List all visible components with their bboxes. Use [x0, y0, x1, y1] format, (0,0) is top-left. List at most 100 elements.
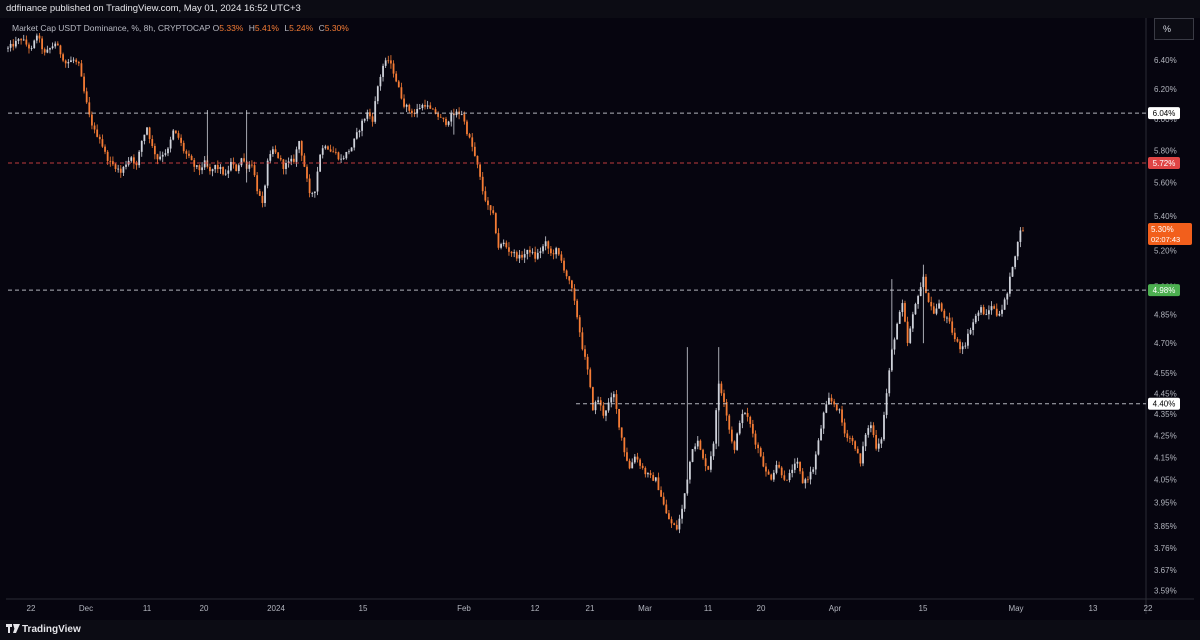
candle-body — [880, 439, 883, 444]
candle-body — [489, 205, 492, 211]
candle-body — [804, 479, 807, 484]
x-tick-label: 12 — [531, 604, 540, 613]
candle-body — [636, 456, 639, 460]
candle-body — [691, 449, 694, 462]
candle-body — [867, 428, 870, 435]
last-price-badge — [1148, 222, 1192, 245]
candle-body — [151, 139, 154, 146]
open-value: 5.33% — [219, 23, 244, 33]
candle-body — [395, 73, 398, 82]
candle-body — [864, 434, 867, 447]
candle-body — [159, 156, 162, 160]
candle-body — [46, 49, 49, 53]
candle-body — [825, 404, 828, 413]
candle-body — [306, 166, 308, 179]
candle-body — [563, 260, 565, 271]
candle-body — [1022, 230, 1024, 232]
candle-body — [201, 167, 203, 171]
candle-body — [303, 155, 306, 167]
candle-body — [442, 117, 445, 119]
candle-body — [542, 246, 544, 252]
candle-body — [828, 397, 830, 405]
candle-body — [744, 413, 746, 414]
candle-body — [67, 62, 70, 64]
candle-body — [350, 147, 353, 152]
candle-body — [901, 303, 904, 313]
chart-panel[interactable]: 6.60%6.40%6.20%6.00%5.80%5.60%5.40%5.20%… — [6, 18, 1194, 614]
candle-body — [334, 151, 337, 153]
candle-body — [791, 469, 794, 474]
candle-body — [20, 39, 23, 41]
candle-body — [72, 59, 75, 61]
candle-body — [424, 105, 426, 107]
candle-body — [494, 213, 497, 234]
candle-body — [219, 167, 222, 170]
level-price-badge — [1148, 157, 1180, 170]
y-tick-label: 4.25% — [1154, 432, 1177, 441]
candle-body — [584, 349, 586, 357]
candle-body — [940, 303, 943, 311]
candle-body — [793, 463, 796, 470]
candle-body — [369, 112, 371, 117]
candle-body — [833, 401, 836, 405]
x-tick-label: Dec — [79, 604, 93, 613]
candle-body — [762, 456, 765, 467]
candle-body — [657, 477, 660, 491]
candle-body — [647, 473, 649, 475]
price-chart[interactable]: 6.60%6.40%6.20%6.00%5.80%5.60%5.40%5.20%… — [6, 18, 1194, 614]
candle-body — [114, 164, 117, 169]
candle-body — [329, 149, 332, 152]
candle-body — [993, 306, 996, 309]
unit-button[interactable]: % — [1154, 18, 1194, 40]
candle-body — [240, 158, 243, 166]
candle-body — [122, 166, 125, 173]
candle-body — [699, 440, 702, 450]
candle-body — [130, 157, 133, 161]
candle-body — [264, 185, 266, 204]
candle-body — [403, 98, 405, 107]
low-value: 5.24% — [289, 23, 314, 33]
level-price-label: 5.72% — [1153, 159, 1176, 168]
candle-body — [473, 146, 476, 156]
x-tick-label: 11 — [143, 604, 152, 613]
candle-body — [1016, 241, 1019, 257]
y-tick-label: 3.67% — [1154, 566, 1177, 575]
candle-body — [807, 479, 809, 481]
candle-body — [361, 120, 363, 131]
candle-body — [778, 464, 780, 468]
candle-body — [893, 339, 896, 350]
candle-body — [641, 465, 644, 468]
candle-body — [62, 54, 64, 61]
candle-body — [308, 178, 311, 194]
y-tick-label: 3.95% — [1154, 499, 1177, 508]
candle-body — [316, 171, 319, 192]
candle-body — [185, 151, 188, 154]
candle-body — [198, 165, 201, 171]
candle-body — [17, 39, 20, 41]
candle-body — [345, 151, 348, 159]
candle-body — [723, 393, 725, 403]
candle-body — [295, 149, 298, 162]
candle-body — [835, 404, 838, 411]
candle-body — [332, 151, 335, 153]
candle-body — [788, 473, 791, 481]
candle-body — [560, 254, 563, 261]
candle-body — [292, 158, 295, 162]
candle-body — [146, 127, 148, 135]
candle-body — [112, 161, 114, 165]
x-tick-label: 20 — [757, 604, 766, 613]
candle-body — [631, 462, 634, 469]
candle-body — [479, 164, 481, 177]
level-price-label: 6.04% — [1153, 109, 1176, 118]
y-tick-label: 3.59% — [1154, 586, 1177, 595]
candle-body — [974, 315, 977, 323]
x-tick-label: Apr — [829, 604, 842, 613]
candle-body — [172, 130, 175, 140]
candle-body — [153, 145, 156, 155]
candle-body — [216, 164, 219, 170]
candle-body — [237, 165, 240, 171]
candle-body — [951, 321, 954, 333]
candle-body — [209, 166, 211, 172]
candle-body — [269, 154, 272, 161]
candle-body — [353, 138, 356, 148]
